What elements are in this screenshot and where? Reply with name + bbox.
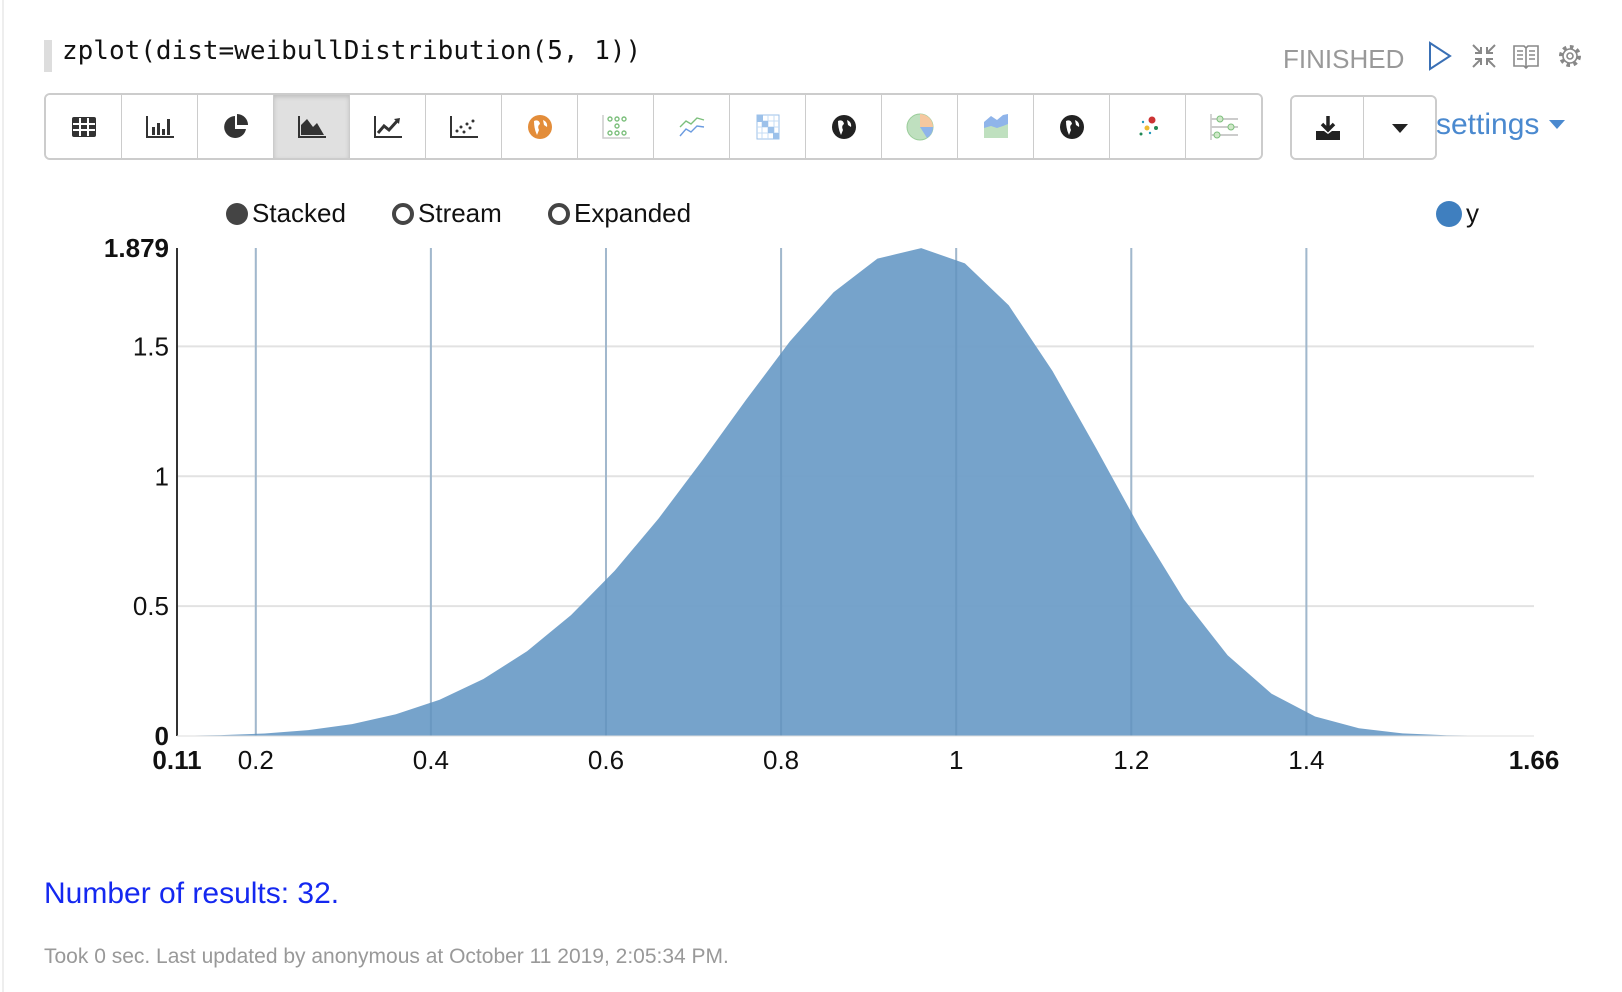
- chart-type-toolbar: [44, 93, 1263, 160]
- x-tick-label: 0.2: [238, 745, 274, 775]
- line-chart-icon: [373, 115, 402, 138]
- globe-button[interactable]: [806, 95, 882, 158]
- mode-expanded[interactable]: Expanded: [548, 198, 691, 229]
- globe-icon: [831, 114, 856, 139]
- matrix-icon: [756, 114, 779, 139]
- download-dropdown-button[interactable]: [1364, 97, 1435, 158]
- mode-stream[interactable]: Stream: [392, 198, 502, 229]
- pie-chart-button[interactable]: [198, 95, 274, 158]
- area-chart-icon: [297, 115, 326, 138]
- gear-icon[interactable]: [1554, 40, 1586, 72]
- y-tick-label: 0: [155, 721, 169, 751]
- mode-label: Stream: [418, 198, 502, 228]
- radio-icon: [392, 202, 414, 225]
- legend-label: y: [1466, 198, 1479, 228]
- settings-label: settings: [1436, 108, 1540, 141]
- pie-chart-icon: [223, 113, 248, 138]
- x-tick-label: 0.6: [588, 745, 624, 775]
- matrix-button[interactable]: [730, 95, 806, 158]
- paragraph-border: [2, 0, 4, 992]
- x-tick-label: 1.4: [1288, 745, 1324, 775]
- status-label: FINISHED: [1283, 44, 1405, 74]
- title-marker: [44, 40, 52, 72]
- scatter-chart-button[interactable]: [426, 95, 502, 158]
- mode-label: Expanded: [574, 198, 692, 228]
- bar-chart-button[interactable]: [122, 95, 198, 158]
- play-icon[interactable]: [1424, 40, 1456, 72]
- heatmap-button[interactable]: [578, 95, 654, 158]
- area-chart: 0.11 0.2 0.4 0.6 0.8 1 1.2 1.4 1.66 0 0.5 1 1.5 1.879: [104, 233, 1560, 775]
- line-chart-button[interactable]: [350, 95, 426, 158]
- x-tick-label: 1.66: [1509, 745, 1560, 775]
- x-tick-label: 0.8: [763, 745, 799, 775]
- color-pie-icon: [906, 113, 933, 140]
- table-icon: [71, 116, 96, 137]
- y-tick-label: 0.5: [133, 591, 169, 621]
- timeline-icon: [1210, 113, 1238, 140]
- download-button[interactable]: [1292, 97, 1364, 158]
- results-count: Number of results: 32.: [44, 877, 340, 910]
- caret-down-icon: [1549, 120, 1566, 129]
- caret-down-icon: [1391, 123, 1408, 133]
- globe-icon: [1059, 114, 1084, 139]
- area-series-y: [177, 248, 1534, 736]
- download-group: [1290, 95, 1437, 160]
- dot-matrix-icon: [601, 114, 630, 139]
- collapse-icon[interactable]: [1468, 40, 1500, 72]
- x-tick-label: 1.2: [1113, 745, 1149, 775]
- globe-2-button[interactable]: [1034, 95, 1110, 158]
- series-legend-y[interactable]: y: [1436, 198, 1479, 229]
- y-tick-label: 1.5: [133, 331, 169, 361]
- bubble-icon: [1139, 116, 1158, 135]
- y-tick-label: 1: [155, 461, 169, 491]
- map-button[interactable]: [502, 95, 578, 158]
- radio-selected-icon: [226, 202, 248, 225]
- legend-dot-icon: [1436, 200, 1462, 227]
- x-tick-label: 0.4: [413, 745, 449, 775]
- pie-color-button[interactable]: [882, 95, 958, 158]
- mode-label: Stacked: [252, 198, 346, 228]
- bar-chart-icon: [145, 115, 174, 138]
- multi-line-button[interactable]: [654, 95, 730, 158]
- area-chart-button[interactable]: [274, 95, 350, 158]
- stacked-area-button[interactable]: [958, 95, 1034, 158]
- stacked-area-icon: [983, 113, 1008, 138]
- book-icon[interactable]: [1510, 40, 1542, 72]
- scatter-chart-icon: [449, 115, 478, 138]
- multi-line-icon: [678, 116, 704, 136]
- bubble-button[interactable]: [1110, 95, 1186, 158]
- settings-dropdown[interactable]: settings: [1436, 108, 1566, 142]
- radio-icon: [548, 202, 570, 225]
- x-tick-label: 0.11: [152, 745, 201, 775]
- x-tick-label: 1: [949, 745, 963, 775]
- mode-stacked[interactable]: Stacked: [226, 198, 346, 229]
- paragraph-code[interactable]: zplot(dist=weibullDistribution(5, 1)): [62, 36, 642, 66]
- orange-globe-icon: [527, 114, 552, 139]
- timeline-button[interactable]: [1186, 95, 1261, 158]
- last-updated: Took 0 sec. Last updated by anonymous at…: [44, 945, 729, 968]
- y-tick-label: 1.879: [104, 233, 169, 263]
- table-button[interactable]: [46, 95, 122, 158]
- download-icon: [1315, 115, 1340, 140]
